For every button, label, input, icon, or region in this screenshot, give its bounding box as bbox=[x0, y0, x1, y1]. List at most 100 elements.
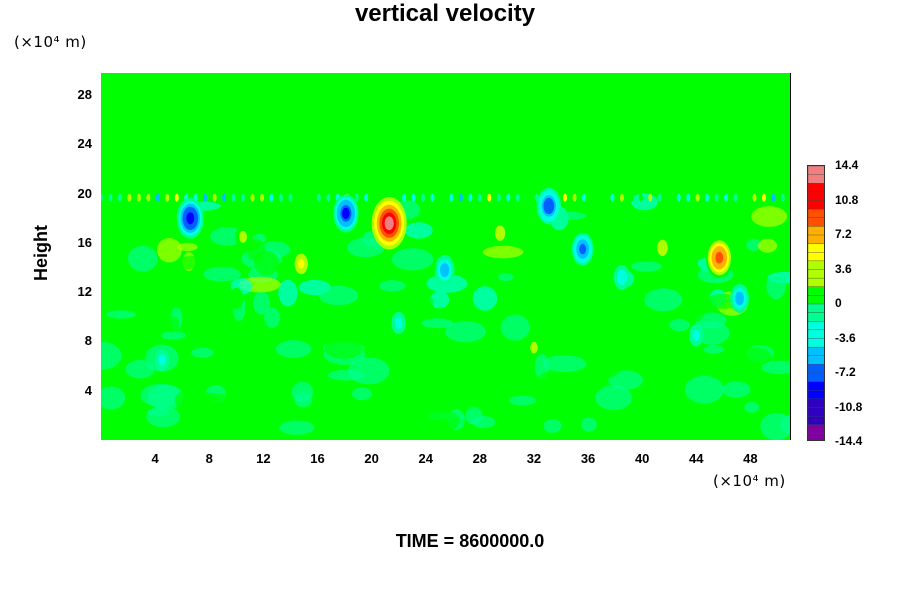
layer-ripple bbox=[780, 193, 785, 202]
colorbar-level bbox=[808, 226, 824, 236]
field-blob bbox=[291, 381, 314, 403]
layer-ripple bbox=[421, 193, 425, 202]
field-blob bbox=[298, 200, 316, 223]
field-blob bbox=[418, 294, 434, 317]
layer-ripple bbox=[582, 193, 586, 202]
field-blob bbox=[165, 316, 180, 333]
field-blob bbox=[264, 307, 281, 329]
colorbar-level bbox=[808, 390, 824, 400]
colorbar-level bbox=[808, 372, 824, 383]
field-blob bbox=[669, 318, 690, 332]
field-blob bbox=[578, 201, 602, 216]
colorbar-level bbox=[808, 200, 824, 210]
velocity-feature bbox=[240, 232, 247, 242]
velocity-feature bbox=[693, 330, 700, 340]
field-blob bbox=[133, 282, 177, 299]
layer-ripple bbox=[402, 193, 407, 202]
field-blob bbox=[353, 403, 374, 412]
layer-ripple bbox=[364, 193, 369, 202]
layer-ripple bbox=[525, 193, 530, 202]
velocity-feature bbox=[395, 318, 402, 328]
field-blob bbox=[535, 370, 571, 397]
field-blob bbox=[127, 245, 158, 272]
y-tick-label: 24 bbox=[77, 136, 92, 152]
colorbar-level bbox=[808, 286, 824, 297]
colorbar-level bbox=[808, 269, 824, 279]
field-blob bbox=[704, 344, 724, 354]
colorbar-level bbox=[808, 174, 824, 184]
field-blob bbox=[722, 381, 751, 398]
colorbar-level bbox=[808, 321, 824, 331]
velocity-feature bbox=[736, 293, 743, 304]
layer-ripple bbox=[231, 193, 236, 202]
colorbar-tick-label: -3.6 bbox=[835, 330, 856, 345]
velocity-feature bbox=[579, 243, 587, 255]
layer-ripple bbox=[136, 193, 141, 202]
layer-ripple bbox=[269, 193, 274, 202]
x-tick-label: 8 bbox=[205, 451, 213, 466]
colorbar-level bbox=[808, 208, 824, 219]
x-tick-label: 12 bbox=[256, 451, 271, 466]
colorbar-tick-label: -7.2 bbox=[835, 365, 856, 379]
layer-ripple bbox=[288, 193, 293, 202]
field-blob bbox=[101, 299, 135, 311]
layer-ripple bbox=[212, 193, 217, 202]
x-tick-label: 16 bbox=[310, 451, 325, 466]
x-tick-label: 20 bbox=[364, 451, 379, 466]
velocity-feature bbox=[715, 251, 724, 264]
field-blob bbox=[761, 360, 791, 375]
field-blob bbox=[445, 321, 486, 343]
x-tick-label: 32 bbox=[526, 451, 542, 466]
field-blob bbox=[147, 407, 170, 417]
y-tick-label: 4 bbox=[84, 382, 92, 398]
layer-ripple bbox=[743, 193, 747, 202]
layer-ripple bbox=[203, 193, 208, 202]
field-blob bbox=[421, 318, 454, 329]
colorbar-level bbox=[808, 243, 824, 253]
colorbar-level bbox=[808, 398, 824, 409]
field-blob bbox=[156, 237, 182, 263]
field-blob bbox=[279, 420, 315, 435]
layer-ripple bbox=[468, 193, 473, 202]
field-blob bbox=[425, 410, 460, 432]
field-blob bbox=[101, 386, 126, 410]
layer-ripple bbox=[439, 193, 444, 202]
colorbar-level bbox=[808, 415, 824, 426]
velocity-feature bbox=[497, 228, 504, 238]
colorbar-tick-label: 7.2 bbox=[835, 227, 852, 241]
layer-ripple bbox=[600, 193, 605, 202]
velocity-feature bbox=[159, 355, 165, 365]
field-blob bbox=[630, 193, 658, 211]
field-blob bbox=[299, 366, 330, 379]
field-blob bbox=[509, 395, 537, 406]
x-tick-label: 40 bbox=[634, 451, 650, 466]
colorbar-level bbox=[808, 252, 824, 262]
field-blob bbox=[630, 261, 662, 272]
colorbar-level bbox=[808, 355, 824, 366]
field-blob bbox=[500, 314, 530, 341]
x-tick-label: 4 bbox=[151, 451, 159, 466]
layer-ripple bbox=[354, 193, 359, 202]
colorbar-level bbox=[808, 217, 824, 228]
field-blob bbox=[253, 291, 270, 315]
colorbar-level bbox=[808, 234, 824, 245]
velocity-field bbox=[101, 73, 791, 440]
layer-ripple bbox=[506, 193, 511, 202]
colorbar-tick-label: -10.8 bbox=[835, 399, 863, 414]
layer-ripple bbox=[619, 193, 624, 202]
field-blob bbox=[348, 357, 390, 385]
layer-ripple bbox=[496, 193, 501, 202]
colorbar-level bbox=[808, 364, 824, 374]
field-blob bbox=[725, 320, 752, 331]
field-blob bbox=[500, 340, 516, 358]
field-blob bbox=[373, 393, 407, 410]
colorbar-level bbox=[808, 433, 824, 440]
field-blob bbox=[684, 375, 724, 404]
velocity-feature bbox=[441, 265, 448, 276]
colorbar-tick-label: 10.8 bbox=[835, 192, 859, 207]
colorbar-level bbox=[808, 338, 824, 348]
layer-ripple bbox=[449, 193, 454, 202]
colorbar-tick-label: 3.6 bbox=[835, 261, 852, 276]
field-blob bbox=[581, 417, 597, 432]
layer-ripple bbox=[572, 193, 577, 202]
